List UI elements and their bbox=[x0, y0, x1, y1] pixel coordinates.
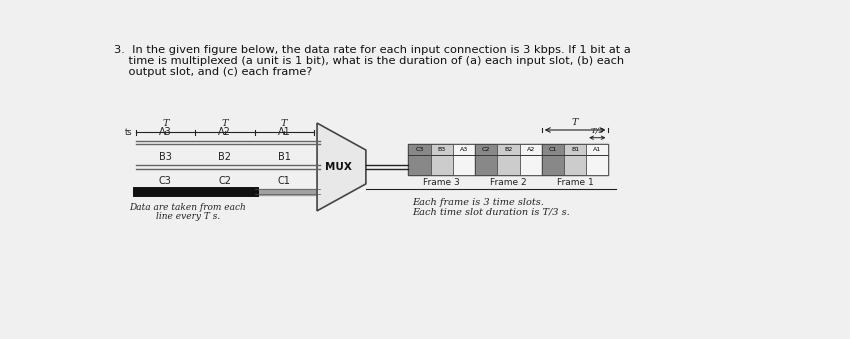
Bar bbox=[586, 144, 609, 155]
Bar bbox=[541, 144, 564, 155]
Bar bbox=[475, 155, 497, 175]
Text: B2: B2 bbox=[504, 147, 513, 152]
Text: A1: A1 bbox=[278, 127, 291, 137]
Text: Frame 2: Frame 2 bbox=[490, 178, 527, 187]
Text: C1: C1 bbox=[549, 147, 557, 152]
Text: time is multiplexed (a unit is 1 bit), what is the duration of (a) each input sl: time is multiplexed (a unit is 1 bit), w… bbox=[114, 56, 624, 66]
Text: Frame 1: Frame 1 bbox=[557, 178, 593, 187]
Text: MUX: MUX bbox=[326, 162, 352, 172]
Text: ts: ts bbox=[125, 128, 133, 137]
Text: A3: A3 bbox=[159, 127, 172, 137]
Text: C3: C3 bbox=[159, 176, 172, 186]
Text: C3: C3 bbox=[416, 147, 424, 152]
Bar bbox=[541, 155, 564, 175]
Bar bbox=[564, 155, 586, 175]
Text: T: T bbox=[281, 119, 287, 128]
Text: A3: A3 bbox=[460, 147, 468, 152]
Bar bbox=[586, 155, 609, 175]
Text: Each time slot duration is T/3 s.: Each time slot duration is T/3 s. bbox=[412, 208, 570, 217]
Text: 3.  In the given figure below, the data rate for each input connection is 3 kbps: 3. In the given figure below, the data r… bbox=[114, 45, 631, 55]
Bar bbox=[409, 144, 475, 175]
Bar bbox=[453, 155, 475, 175]
Bar bbox=[497, 144, 519, 155]
Text: A2: A2 bbox=[526, 147, 535, 152]
Text: T: T bbox=[162, 119, 168, 128]
Text: Each frame is 3 time slots.: Each frame is 3 time slots. bbox=[412, 198, 544, 207]
Bar bbox=[431, 155, 453, 175]
Bar bbox=[541, 144, 609, 175]
Text: B1: B1 bbox=[278, 152, 291, 162]
Text: Data are taken from each: Data are taken from each bbox=[129, 203, 246, 212]
Bar bbox=[409, 144, 431, 155]
Bar bbox=[519, 144, 541, 155]
Bar bbox=[475, 144, 541, 175]
Text: line every T s.: line every T s. bbox=[156, 212, 220, 221]
Text: output slot, and (c) each frame?: output slot, and (c) each frame? bbox=[114, 67, 312, 77]
Text: B1: B1 bbox=[571, 147, 579, 152]
Text: T: T bbox=[222, 119, 228, 128]
Text: T/3: T/3 bbox=[591, 127, 604, 135]
Bar bbox=[564, 144, 586, 155]
Bar bbox=[409, 155, 431, 175]
Bar bbox=[497, 155, 519, 175]
Text: A2: A2 bbox=[218, 127, 231, 137]
Bar bbox=[475, 144, 497, 155]
Bar bbox=[453, 144, 475, 155]
Text: B3: B3 bbox=[159, 152, 172, 162]
Text: B3: B3 bbox=[438, 147, 446, 152]
Polygon shape bbox=[317, 123, 366, 211]
Text: T: T bbox=[572, 118, 578, 127]
Text: C2: C2 bbox=[482, 147, 490, 152]
Text: C1: C1 bbox=[278, 176, 291, 186]
Bar bbox=[431, 144, 453, 155]
Text: Frame 3: Frame 3 bbox=[423, 178, 460, 187]
Text: A1: A1 bbox=[593, 147, 602, 152]
Bar bbox=[519, 155, 541, 175]
Text: C2: C2 bbox=[218, 176, 231, 186]
Text: B2: B2 bbox=[218, 152, 231, 162]
